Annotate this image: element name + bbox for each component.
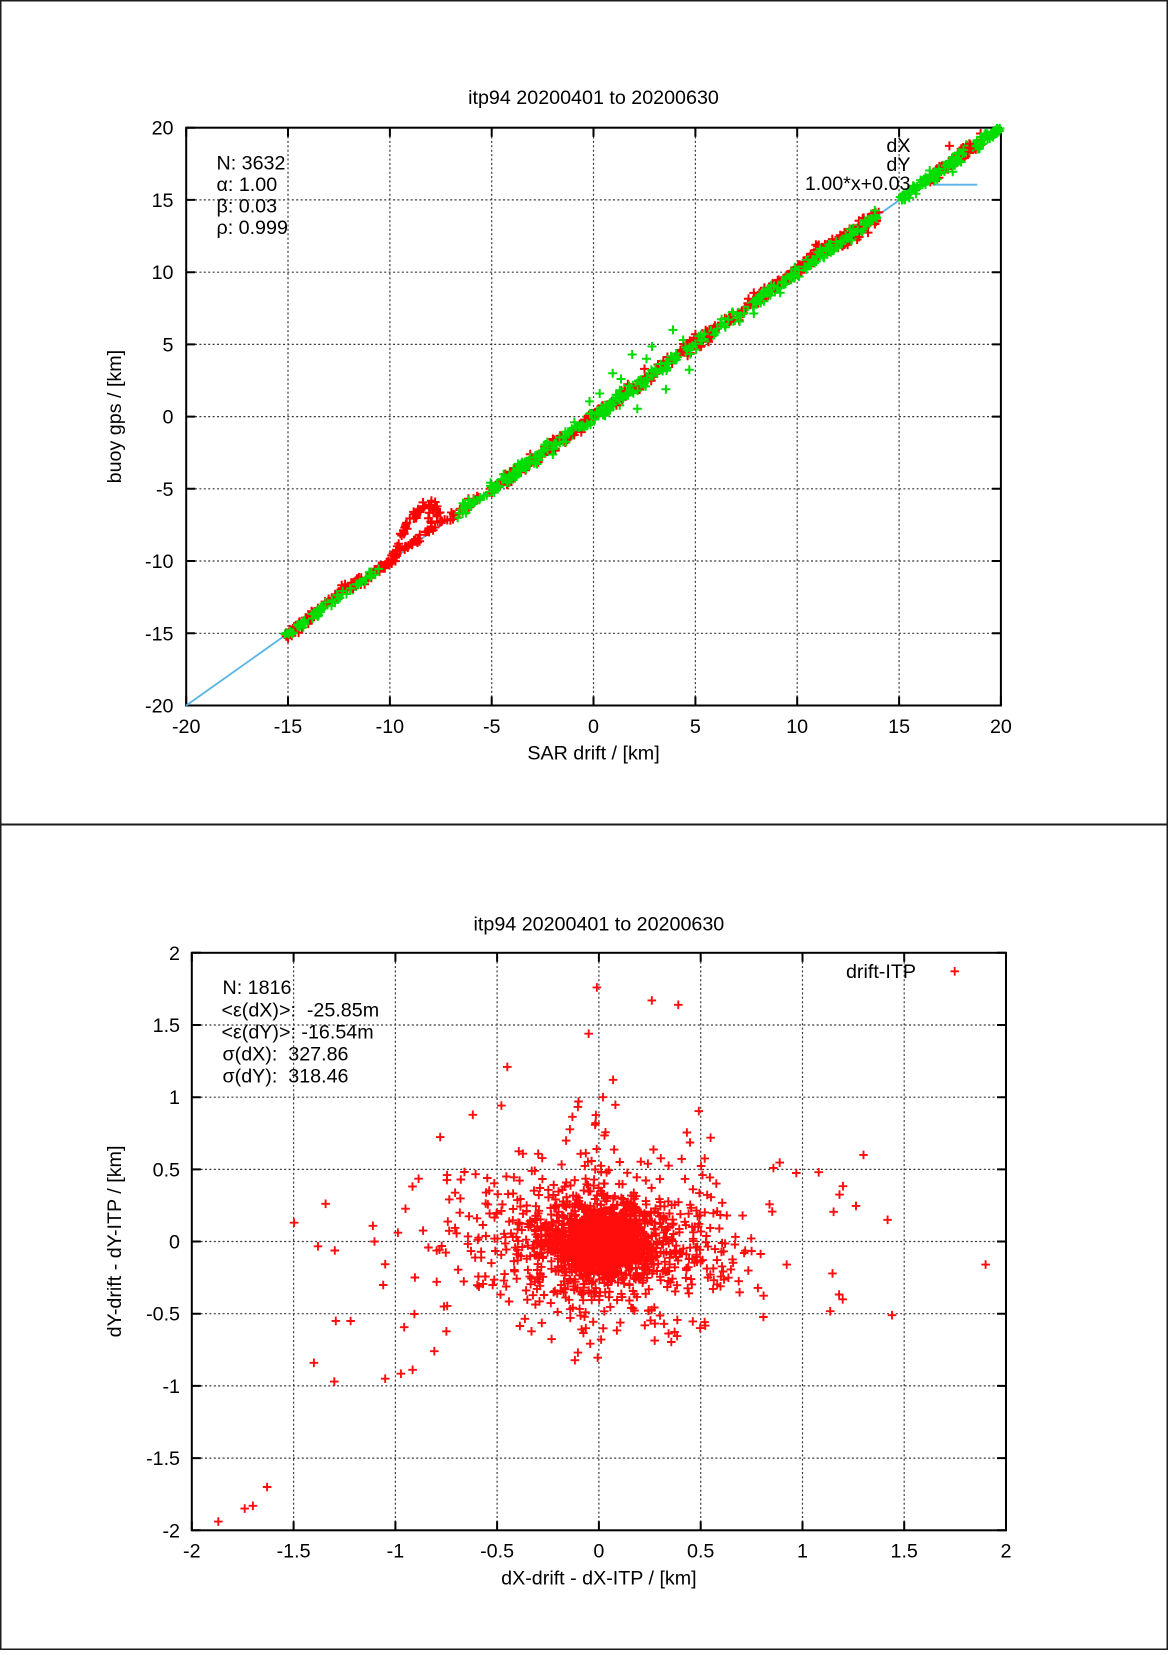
svg-text:dY: dY (886, 154, 910, 176)
svg-text:buoy gps / [km]: buoy gps / [km] (104, 350, 126, 484)
svg-text:0.5: 0.5 (687, 1541, 714, 1563)
svg-text:ρ: 0.999: ρ: 0.999 (217, 217, 288, 239)
svg-text:20: 20 (152, 118, 174, 140)
svg-text:5: 5 (690, 716, 701, 738)
svg-text:α: 1.00: α: 1.00 (217, 174, 278, 196)
svg-text:-0.5: -0.5 (146, 1304, 180, 1326)
svg-text:-1.5: -1.5 (146, 1448, 180, 1470)
svg-text:itp94 20200401 to 20200630: itp94 20200401 to 20200630 (474, 913, 725, 935)
svg-text:-0.5: -0.5 (480, 1541, 514, 1563)
svg-text:SAR drift / [km]: SAR drift / [km] (527, 743, 659, 765)
svg-text:-10: -10 (145, 551, 174, 573)
svg-text:5: 5 (163, 334, 174, 356)
svg-text:0: 0 (163, 407, 174, 429)
svg-text:0: 0 (169, 1232, 180, 1254)
svg-text:0: 0 (593, 1541, 604, 1563)
svg-text:dX-drift - dX-ITP / [km]: dX-drift - dX-ITP / [km] (501, 1567, 696, 1589)
svg-text:0.5: 0.5 (153, 1159, 180, 1181)
svg-text:10: 10 (786, 716, 808, 738)
svg-text:-15: -15 (145, 623, 174, 645)
svg-text:β: 0.03: β: 0.03 (217, 196, 278, 218)
svg-text:2: 2 (1001, 1541, 1012, 1563)
svg-text:1.5: 1.5 (891, 1541, 918, 1563)
svg-text:1.5: 1.5 (153, 1015, 180, 1037)
svg-text:N: 1816: N: 1816 (223, 977, 292, 999)
svg-text:N: 3632: N: 3632 (217, 152, 286, 174)
svg-text:15: 15 (152, 190, 174, 212)
svg-text:σ(dX): 327.86: σ(dX): 327.86 (223, 1044, 349, 1066)
svg-text:2: 2 (169, 943, 180, 965)
svg-text:1.00*x+0.03: 1.00*x+0.03 (805, 173, 911, 195)
svg-text:-10: -10 (376, 716, 405, 738)
svg-text:-1.5: -1.5 (277, 1541, 311, 1563)
svg-text:<ε(dY)>: -16.54m: <ε(dY)>: -16.54m (222, 1021, 374, 1043)
svg-text:10: 10 (152, 262, 174, 284)
svg-text:1: 1 (169, 1087, 180, 1109)
svg-text:-15: -15 (274, 716, 303, 738)
svg-text:dX: dX (886, 135, 910, 157)
svg-text:-5: -5 (483, 716, 501, 738)
svg-text:σ(dY): 318.46: σ(dY): 318.46 (223, 1066, 349, 1088)
svg-text:-20: -20 (145, 696, 174, 718)
svg-text:dY-drift - dY-ITP / [km]: dY-drift - dY-ITP / [km] (104, 1146, 126, 1338)
svg-text:-1: -1 (387, 1541, 405, 1563)
svg-text:-20: -20 (172, 716, 201, 738)
svg-text:-5: -5 (156, 479, 174, 501)
svg-text:itp94 20200401 to 20200630: itp94 20200401 to 20200630 (468, 87, 719, 109)
svg-text:-2: -2 (183, 1541, 201, 1563)
svg-text:drift-ITP: drift-ITP (846, 961, 916, 983)
svg-text:20: 20 (990, 716, 1012, 738)
svg-text:-2: -2 (162, 1520, 180, 1542)
svg-text:-1: -1 (162, 1376, 180, 1398)
svg-text:<ε(dX)>: -25.85m: <ε(dX)>: -25.85m (222, 999, 380, 1021)
svg-text:15: 15 (888, 716, 910, 738)
svg-text:0: 0 (588, 716, 599, 738)
svg-text:1: 1 (797, 1541, 808, 1563)
